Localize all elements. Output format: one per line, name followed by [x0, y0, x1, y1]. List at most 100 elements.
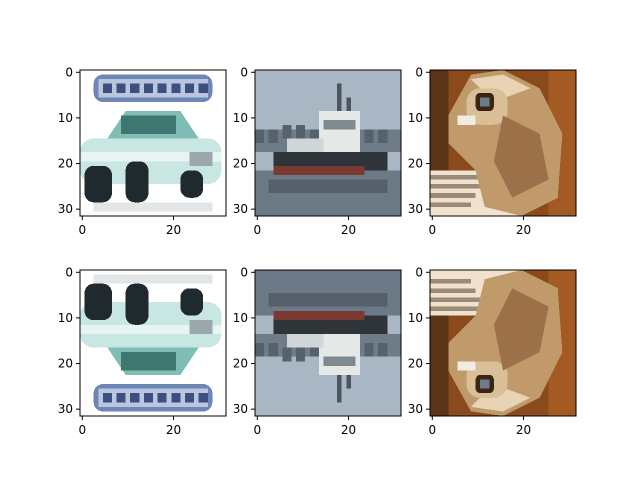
banner-letter — [171, 393, 181, 403]
y-tick-label: 30 — [233, 202, 248, 216]
axes-frame — [254, 69, 402, 217]
y-tick-label: 0 — [65, 265, 73, 279]
cat-eye-shine — [480, 379, 490, 389]
x-tick-label: 20 — [341, 223, 356, 237]
y-tick-label: 30 — [233, 402, 248, 416]
y-tick-label: 0 — [415, 65, 423, 79]
x-tick-label: 20 — [166, 223, 181, 237]
y-tick-label: 30 — [58, 202, 73, 216]
banner-letter — [171, 83, 181, 93]
ship-mast — [337, 356, 342, 403]
ship-windows — [323, 356, 356, 366]
banner-letter — [116, 83, 126, 93]
building — [296, 124, 306, 139]
banner-letter — [130, 83, 140, 93]
y-tick-label: 20 — [408, 357, 423, 371]
floor-stripe — [430, 297, 481, 302]
image-content — [255, 70, 401, 216]
y-tick-label: 0 — [65, 65, 73, 79]
building — [364, 129, 374, 143]
cat-muzzle — [457, 115, 476, 125]
cat-muzzle — [457, 361, 476, 371]
image-content — [80, 70, 226, 216]
y-tick-label: 20 — [233, 357, 248, 371]
y-tick-label: 0 — [240, 65, 248, 79]
reflection — [268, 292, 388, 307]
image-panel-car-original: 0 10 20 30 0 20 — [58, 65, 227, 237]
floor-stripe — [430, 279, 472, 284]
car-wheel — [180, 288, 204, 316]
image-panel-cat-original: 0 10 20 30 0 20 — [408, 65, 577, 237]
y-tick-label: 0 — [415, 265, 423, 279]
building — [309, 343, 319, 357]
x-tick-label: 0 — [428, 223, 436, 237]
banner-letter — [143, 83, 153, 93]
building — [282, 347, 292, 362]
y-tick-label: 20 — [58, 157, 73, 171]
y-tick-label: 10 — [233, 311, 248, 325]
image-area — [430, 70, 576, 216]
y-tick-label: 10 — [408, 311, 423, 325]
car-wheel — [180, 170, 204, 198]
image-panel-car-flipped: 0 10 20 30 0 20 — [58, 265, 227, 437]
floor-stripe — [430, 184, 481, 189]
x-tick-label: 0 — [253, 423, 261, 437]
car-windshield — [121, 115, 176, 134]
banner-letter — [102, 83, 112, 93]
image-panel-cat-flipped: 0 10 20 30 0 20 — [408, 265, 577, 437]
y-tick-label: 10 — [233, 111, 248, 125]
image-content — [80, 270, 226, 416]
x-tick-label: 20 — [166, 423, 181, 437]
building — [255, 343, 265, 357]
x-tick-label: 0 — [78, 423, 86, 437]
image-area — [255, 70, 401, 216]
banner-letter — [143, 393, 153, 403]
image-area — [255, 270, 401, 416]
y-tick-label: 30 — [58, 402, 73, 416]
floor-stripe — [430, 174, 485, 180]
car-wheel — [125, 283, 149, 325]
floor-stripe — [430, 202, 472, 207]
banner-letter — [184, 83, 195, 93]
y-tick-label: 10 — [58, 111, 73, 125]
cat-eye-shine — [480, 97, 490, 107]
floor-stripe — [430, 288, 476, 293]
ship-waterline — [273, 165, 365, 175]
y-tick-label: 20 — [58, 357, 73, 371]
image-content — [430, 70, 576, 216]
cat-forehead — [471, 384, 531, 412]
cat-shading — [493, 288, 549, 371]
reflection — [268, 179, 388, 194]
car-wheel — [125, 161, 149, 203]
ground-shadow — [93, 274, 213, 284]
banner-letter — [130, 393, 140, 403]
cat-forehead — [471, 74, 531, 102]
car-headlight — [189, 320, 213, 334]
ground-shadow — [93, 202, 213, 212]
building — [378, 129, 388, 143]
car-wheel — [84, 283, 112, 321]
building — [268, 343, 278, 357]
building — [282, 124, 292, 139]
y-tick-label: 30 — [408, 402, 423, 416]
car-stripe — [80, 152, 222, 162]
y-tick-label: 10 — [408, 111, 423, 125]
image-content — [255, 270, 401, 416]
image-panel-ship-original: 0 10 20 30 0 20 — [233, 65, 402, 237]
panels: 0 10 20 30 0 20 0 10 20 30 0 20 0 10 20 30 0 20 0 10 20 30 0 20… — [58, 65, 577, 437]
car-wheel — [84, 165, 112, 203]
banner-letter — [157, 393, 167, 403]
building — [378, 343, 388, 357]
ship-waterline — [273, 311, 365, 321]
x-tick-label: 0 — [253, 223, 261, 237]
image-area — [80, 270, 226, 416]
car-headlight — [189, 152, 213, 166]
building — [255, 129, 265, 143]
image-panel-ship-flipped: 0 10 20 30 0 20 — [233, 265, 402, 437]
building — [364, 343, 374, 357]
banner-letter — [198, 83, 208, 93]
banner-letter — [102, 393, 112, 403]
banner-letter — [116, 393, 126, 403]
x-tick-label: 20 — [516, 223, 531, 237]
